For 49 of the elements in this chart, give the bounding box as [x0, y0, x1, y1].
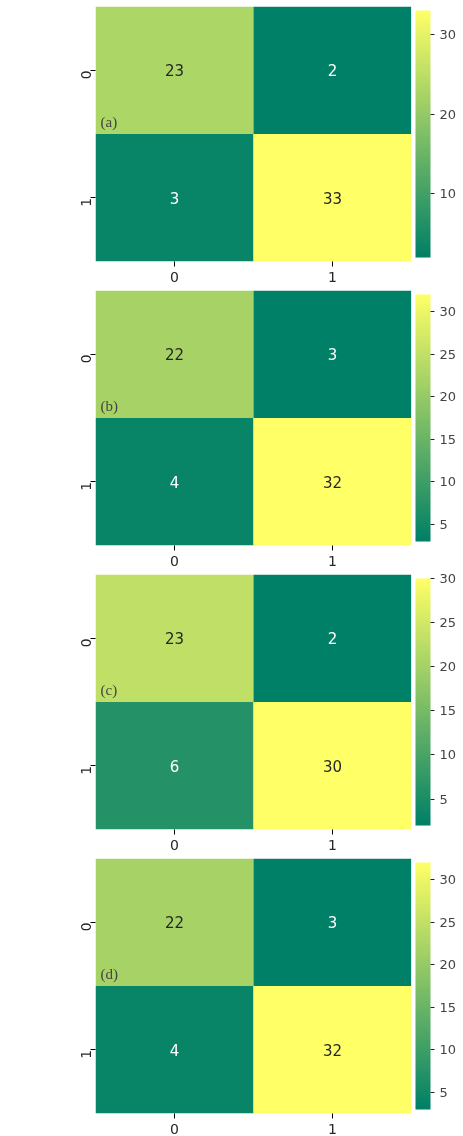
- color-bar-label: 25: [439, 914, 457, 930]
- data-label: 32: [322, 473, 343, 492]
- text: (b): [100, 397, 118, 415]
- color-bar-label: 30: [439, 872, 457, 888]
- color-bar-label: 10: [439, 747, 457, 763]
- y-tick-label: 0: [77, 70, 94, 80]
- color-bar-label: 20: [439, 389, 457, 405]
- color-bar-label: 30: [439, 304, 457, 320]
- text: (a): [100, 113, 118, 131]
- data-label: 32: [322, 1041, 343, 1060]
- color-bar-label: 30: [439, 26, 457, 42]
- data-label: 4: [169, 473, 180, 492]
- data-label: 4: [169, 1041, 180, 1060]
- color-bar-label: 15: [439, 703, 457, 719]
- color-bar-label: 10: [439, 474, 457, 490]
- y-tick-label: 1: [77, 197, 94, 207]
- y-tick-label: 1: [77, 481, 94, 491]
- data-label: 6: [169, 757, 180, 776]
- color-bar-label: 15: [439, 431, 457, 447]
- data-label: 23: [164, 62, 185, 81]
- color-bar-label: 10: [439, 186, 457, 202]
- color-bar-label: 20: [439, 659, 457, 675]
- color-bar-label: 15: [439, 999, 457, 1015]
- color-bar-label: 25: [439, 346, 457, 362]
- y-tick-label: 0: [77, 922, 94, 932]
- color-bar-label: 10: [439, 1042, 457, 1058]
- y-tick-label: 1: [77, 765, 94, 775]
- text: (d): [100, 965, 118, 983]
- color-bar-label: 5: [439, 1084, 448, 1100]
- data-label: 22: [164, 346, 185, 365]
- color-bar-label: 30: [439, 571, 457, 586]
- data-label: 3: [327, 346, 338, 365]
- y-tick-label: 0: [77, 638, 94, 648]
- color-bar-label: 20: [439, 957, 457, 973]
- data-label: 2: [327, 62, 338, 81]
- data-label: 3: [327, 914, 338, 933]
- data-label: 22: [164, 914, 185, 933]
- color-bar-label: 25: [439, 615, 457, 631]
- data-label: 33: [322, 189, 343, 208]
- color-bar-label: 20: [439, 106, 457, 122]
- y-tick-label: 1: [77, 1049, 94, 1059]
- data-label: 2: [327, 630, 338, 649]
- color-bar-label: 5: [439, 516, 448, 532]
- y-tick-label: 0: [77, 354, 94, 364]
- data-label: 23: [164, 630, 185, 649]
- text: (c): [100, 681, 118, 699]
- data-label: 3: [169, 189, 180, 208]
- data-label: 30: [322, 757, 343, 776]
- color-bar-label: 5: [439, 791, 448, 807]
